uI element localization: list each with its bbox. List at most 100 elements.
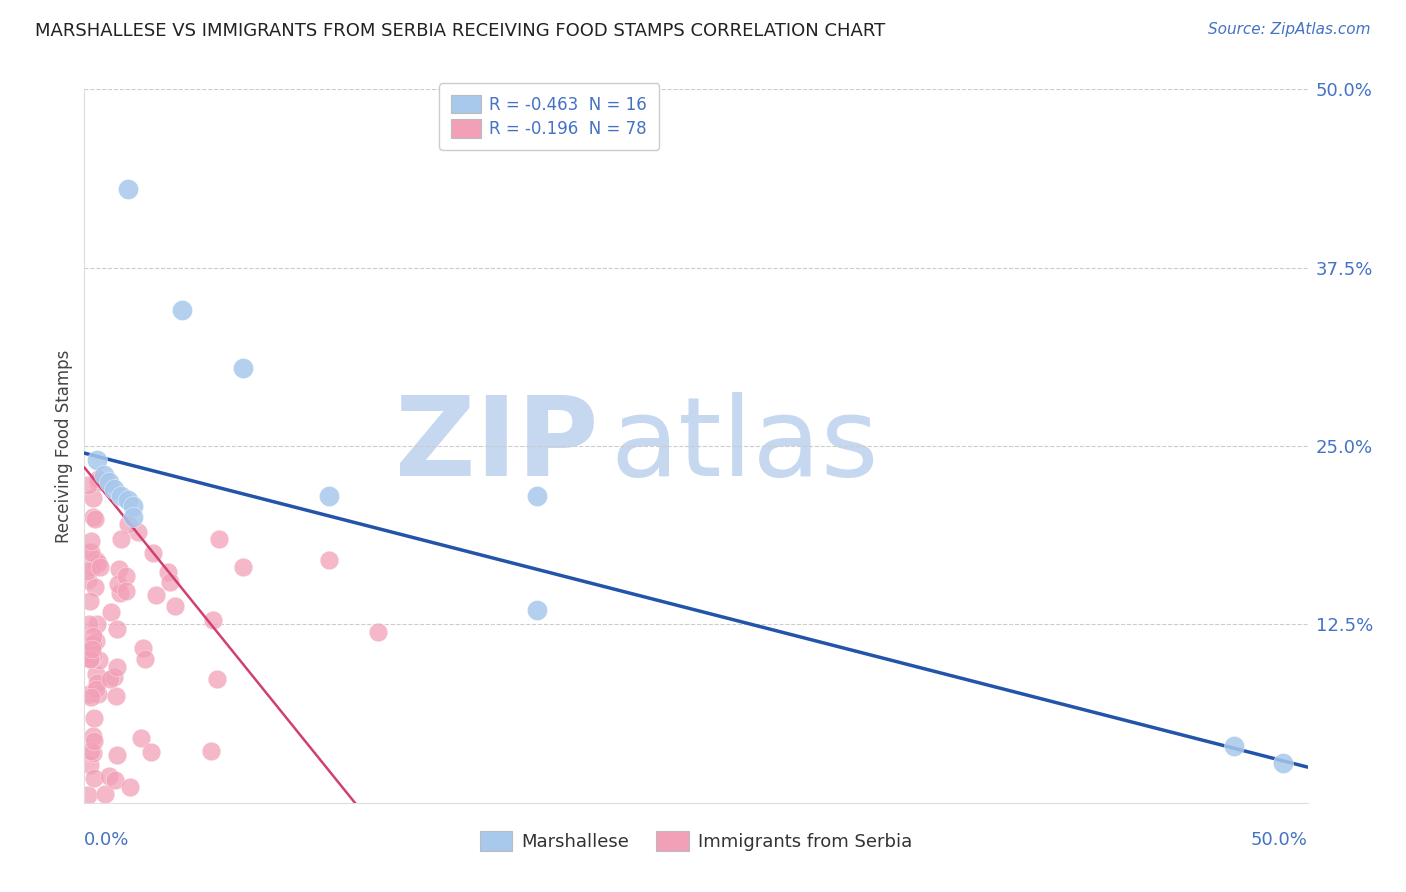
Point xyxy=(83,771,105,785)
Point xyxy=(82,638,104,652)
Point xyxy=(83,734,105,748)
Point xyxy=(1272,756,1295,770)
Point xyxy=(105,622,128,636)
Point xyxy=(526,489,548,503)
Point xyxy=(117,182,139,196)
Point xyxy=(82,746,104,760)
Point xyxy=(76,788,98,802)
Point xyxy=(80,534,103,549)
Point xyxy=(172,303,194,318)
Point xyxy=(82,629,104,643)
Point xyxy=(122,510,145,524)
Point xyxy=(103,482,125,496)
Point xyxy=(142,546,165,560)
Point xyxy=(77,478,100,492)
Point xyxy=(80,545,103,559)
Point xyxy=(134,652,156,666)
Text: atlas: atlas xyxy=(610,392,879,500)
Point xyxy=(84,512,107,526)
Text: ZIP: ZIP xyxy=(395,392,598,500)
Point xyxy=(117,493,139,508)
Point xyxy=(79,687,101,701)
Point xyxy=(110,532,132,546)
Point xyxy=(141,745,163,759)
Point xyxy=(98,672,121,686)
Point xyxy=(104,773,127,788)
Point xyxy=(80,652,103,666)
Point xyxy=(202,613,225,627)
Point xyxy=(115,583,138,598)
Point xyxy=(76,565,98,579)
Point xyxy=(82,648,104,663)
Point xyxy=(100,605,122,619)
Point xyxy=(129,731,152,745)
Point xyxy=(87,687,110,701)
Point xyxy=(159,575,181,590)
Point xyxy=(87,472,110,486)
Point xyxy=(118,780,141,794)
Point xyxy=(163,599,186,613)
Point xyxy=(87,475,110,489)
Point xyxy=(82,491,104,505)
Point xyxy=(117,517,139,532)
Point xyxy=(79,652,101,666)
Point xyxy=(107,562,129,576)
Point xyxy=(79,616,101,631)
Point xyxy=(105,747,128,762)
Point xyxy=(200,744,222,758)
Point xyxy=(76,573,98,587)
Point xyxy=(80,744,103,758)
Point xyxy=(84,552,107,566)
Point xyxy=(318,489,340,503)
Point xyxy=(114,568,136,582)
Point xyxy=(79,690,101,704)
Point xyxy=(83,711,105,725)
Text: 0.0%: 0.0% xyxy=(84,831,129,849)
Point xyxy=(207,672,229,686)
Point xyxy=(318,553,340,567)
Point xyxy=(82,510,104,524)
Point xyxy=(82,641,104,656)
Point xyxy=(93,467,115,482)
Point xyxy=(84,633,107,648)
Point xyxy=(110,489,132,503)
Point xyxy=(86,617,108,632)
Point xyxy=(232,560,254,574)
Point xyxy=(87,653,110,667)
Point xyxy=(97,475,120,489)
Point xyxy=(87,556,110,570)
Point xyxy=(89,560,111,574)
Legend: Marshallese, Immigrants from Serbia: Marshallese, Immigrants from Serbia xyxy=(472,823,920,858)
Point xyxy=(107,577,129,591)
Point xyxy=(103,670,125,684)
Point xyxy=(82,560,104,574)
Point xyxy=(108,586,131,600)
Point xyxy=(526,603,548,617)
Point xyxy=(82,730,104,744)
Point xyxy=(145,588,167,602)
Point xyxy=(86,453,108,467)
Point xyxy=(84,581,107,595)
Point xyxy=(86,667,108,681)
Point xyxy=(94,787,117,801)
Point xyxy=(98,769,121,783)
Point xyxy=(84,682,107,697)
Point xyxy=(79,650,101,665)
Point xyxy=(105,690,128,704)
Point xyxy=(79,758,101,772)
Point xyxy=(105,660,128,674)
Point xyxy=(157,566,180,580)
Text: Source: ZipAtlas.com: Source: ZipAtlas.com xyxy=(1208,22,1371,37)
Point xyxy=(79,594,101,608)
Point xyxy=(232,360,254,375)
Point xyxy=(1223,739,1246,753)
Point xyxy=(367,624,389,639)
Point xyxy=(208,532,231,546)
Point xyxy=(132,640,155,655)
Point xyxy=(76,545,98,559)
Point xyxy=(82,637,104,651)
Text: MARSHALLESE VS IMMIGRANTS FROM SERBIA RECEIVING FOOD STAMPS CORRELATION CHART: MARSHALLESE VS IMMIGRANTS FROM SERBIA RE… xyxy=(35,22,886,40)
Point xyxy=(86,676,108,690)
Text: 50.0%: 50.0% xyxy=(1251,831,1308,849)
Y-axis label: Receiving Food Stamps: Receiving Food Stamps xyxy=(55,350,73,542)
